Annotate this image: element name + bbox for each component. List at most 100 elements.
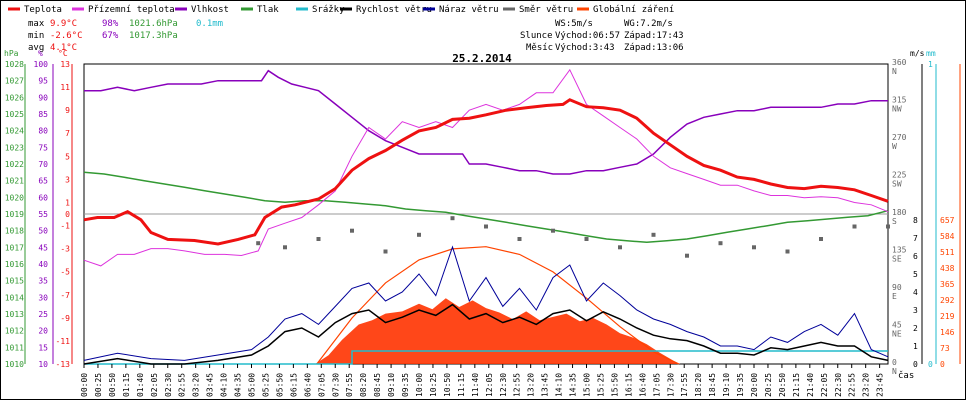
c-tick-label: 1 bbox=[65, 198, 70, 207]
ms-tick-label: 6 bbox=[913, 252, 918, 261]
dir-tick-letter: SW bbox=[892, 180, 902, 189]
legend-label: Směr větru bbox=[519, 5, 573, 15]
ms-tick-label: 1 bbox=[913, 342, 918, 351]
x-tick-label: 07:05 bbox=[317, 373, 326, 397]
legend-label: Teplota bbox=[24, 5, 62, 15]
hpa-tick-label: 1022 bbox=[5, 160, 24, 169]
series-theoretical-radiation bbox=[316, 246, 679, 365]
x-tick-label: 19:35 bbox=[736, 373, 745, 397]
mm-tick-label: 0 bbox=[928, 360, 933, 369]
ms-tick-label: 3 bbox=[913, 306, 918, 315]
series-wind-speed bbox=[83, 303, 889, 365]
x-tick-label: 03:20 bbox=[192, 373, 201, 397]
ms-tick-label: 2 bbox=[913, 324, 918, 333]
hpa-tick-label: 1013 bbox=[5, 310, 24, 319]
wind-direction-point bbox=[484, 224, 488, 229]
stat-avg-label: avg bbox=[28, 43, 44, 53]
stat-avg-temp: 4.1°C bbox=[50, 43, 77, 53]
wind-direction-point bbox=[651, 232, 656, 237]
wind-direction-point bbox=[350, 228, 354, 233]
astro-box: WS:5m/s WG:7.2m/s Slunce Východ:06:57 Zá… bbox=[520, 19, 684, 53]
legend-label: Tlak bbox=[257, 5, 279, 15]
hpa-tick-label: 1017 bbox=[5, 243, 24, 252]
x-tick-label: 17:30 bbox=[666, 373, 675, 397]
ms-tick-label: 5 bbox=[913, 270, 918, 279]
pct-tick-label: 20 bbox=[38, 327, 48, 336]
x-tick-label: 09:10 bbox=[387, 373, 396, 397]
x-tick-label: 10:50 bbox=[443, 373, 452, 397]
stat-max-hum: 98% bbox=[102, 19, 119, 29]
x-tick-label: 22:30 bbox=[834, 373, 843, 397]
x-tick-label: 15:50 bbox=[610, 373, 619, 397]
moonset: Západ:13:06 bbox=[624, 43, 684, 53]
x-tick-label: 14:35 bbox=[569, 373, 578, 397]
x-tick-label: 11:40 bbox=[471, 373, 480, 397]
x-tick-label: 16:15 bbox=[624, 373, 633, 397]
stat-min-label: min bbox=[28, 31, 44, 41]
x-tick-label: 14:10 bbox=[555, 373, 564, 397]
sunset: Západ:17:43 bbox=[624, 31, 684, 41]
hpa-tick-label: 1028 bbox=[5, 60, 24, 69]
x-tick-label: 02:30 bbox=[164, 373, 173, 397]
legend-label: Globální záření bbox=[593, 5, 674, 15]
stat-min-hum: 67% bbox=[102, 31, 119, 41]
pct-tick-label: 10 bbox=[38, 360, 48, 369]
x-tick-label: 01:15 bbox=[122, 373, 131, 397]
wind-direction-point bbox=[584, 237, 589, 241]
dir-tick-value: 180 bbox=[892, 208, 907, 217]
ms-tick-label: 4 bbox=[913, 288, 918, 297]
x-tick-label: 20:00 bbox=[750, 373, 759, 397]
c-tick-label: 7 bbox=[65, 129, 70, 138]
x-tick-label: 13:20 bbox=[527, 373, 536, 397]
x-tick-label: 00:00 bbox=[80, 373, 89, 397]
dir-tick-value: 45 bbox=[892, 321, 902, 330]
x-tick-label: 11:15 bbox=[457, 373, 466, 397]
pct-tick-label: 70 bbox=[38, 160, 48, 169]
mm-tick-label: 1 bbox=[928, 60, 933, 69]
moonrise: Východ:3:43 bbox=[555, 43, 615, 53]
pct-tick-label: 15 bbox=[38, 343, 48, 352]
ms-unit: m/s bbox=[910, 49, 925, 58]
hpa-tick-label: 1019 bbox=[5, 210, 24, 219]
x-tick-label: 03:45 bbox=[206, 373, 215, 397]
x-tick-label: 12:55 bbox=[513, 373, 522, 397]
x-tick-label: 23:20 bbox=[862, 373, 871, 397]
wind-direction-point bbox=[256, 241, 261, 246]
wind-direction-point bbox=[417, 232, 421, 237]
dir-tick-value: 135 bbox=[892, 246, 907, 255]
wind-direction-point bbox=[852, 224, 857, 229]
c-tick-label: 5 bbox=[65, 152, 70, 161]
hpa-tick-label: 1021 bbox=[5, 177, 24, 186]
c-tick-label-zero: 0 bbox=[65, 210, 70, 219]
pct-tick-label: 30 bbox=[38, 293, 48, 302]
dir-tick-value: 0 bbox=[892, 358, 897, 367]
legend-label: Přízemní teplota bbox=[88, 5, 175, 15]
rad-tick-label: 219 bbox=[940, 312, 955, 321]
x-axis: čas 00:00 00:25 00:50 01:15 01:40 02:05 02:30 02… bbox=[80, 364, 914, 397]
dir-tick-value: 315 bbox=[892, 96, 907, 105]
x-tick-label: 02:05 bbox=[150, 373, 159, 397]
hpa-tick-label: 1020 bbox=[5, 193, 24, 202]
c-tick-label: -1 bbox=[60, 222, 70, 231]
dir-tick-value: 225 bbox=[892, 171, 907, 180]
hpa-tick-label: 1027 bbox=[5, 77, 24, 86]
legend-label: Náraz větru bbox=[439, 5, 499, 15]
sun-label: Slunce bbox=[520, 31, 553, 41]
pct-tick-label: 25 bbox=[38, 310, 48, 319]
x-tick-label: 08:45 bbox=[373, 373, 382, 397]
dir-tick-letter: NE bbox=[892, 330, 902, 339]
c-tick-label: -13 bbox=[56, 360, 71, 369]
pct-tick-label: 45 bbox=[38, 243, 48, 252]
hpa-tick-label: 1016 bbox=[5, 260, 24, 269]
wind-direction-point bbox=[685, 253, 689, 258]
x-tick-label: 01:40 bbox=[136, 373, 145, 397]
dir-tick-letter: N bbox=[892, 67, 897, 76]
x-tick-label: 05:50 bbox=[275, 373, 284, 397]
stat-max-press: 1021.6hPa bbox=[129, 19, 178, 29]
rad-tick-label: 511 bbox=[940, 248, 955, 257]
x-tick-label: 06:15 bbox=[289, 373, 298, 397]
rad-tick-label: 73 bbox=[940, 344, 950, 353]
c-tick-label: 11 bbox=[60, 83, 70, 92]
